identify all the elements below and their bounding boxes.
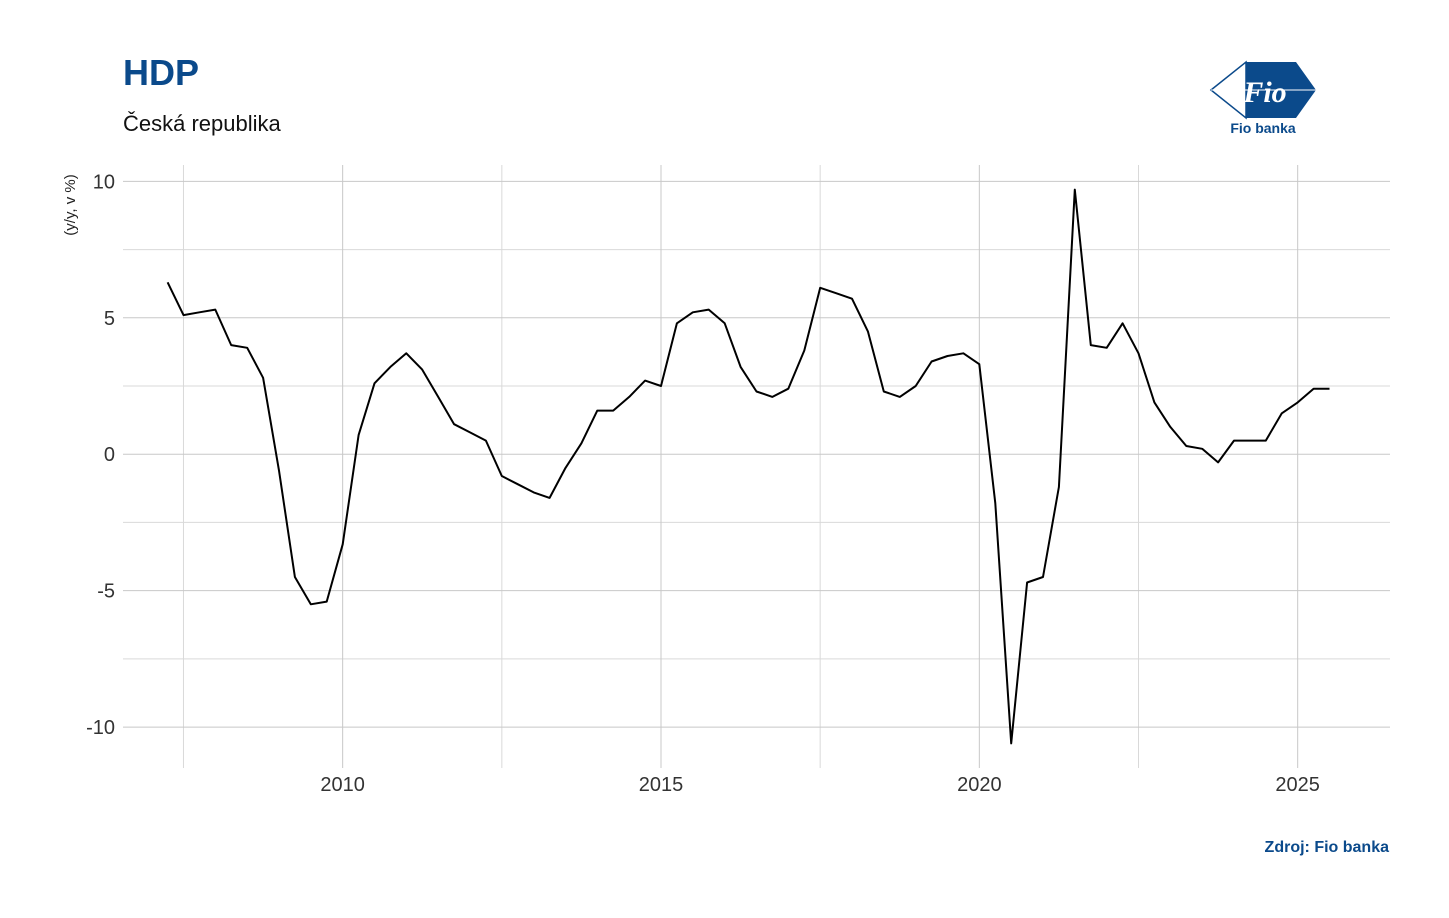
- y-tick-label: -5: [97, 581, 115, 603]
- series-line-hdp: [166, 188, 1330, 745]
- chart-title: HDP: [123, 52, 200, 93]
- y-tick-label: 0: [104, 444, 115, 466]
- y-axis-label: (y/y, v %): [62, 174, 79, 235]
- y-tick-label: 5: [104, 308, 115, 330]
- x-tick-label: 2020: [957, 774, 1002, 796]
- y-axis-ticks: -10 -5 0 5 10: [86, 171, 115, 739]
- logo-caption: Fio banka: [1230, 120, 1296, 136]
- x-tick-label: 2015: [639, 774, 684, 796]
- x-axis-ticks: 2010 2015 2020 2025: [320, 774, 1320, 796]
- grid-minor: [123, 165, 1390, 768]
- y-tick-label: -10: [86, 717, 115, 739]
- x-tick-label: 2025: [1275, 774, 1320, 796]
- y-tick-label: 10: [93, 171, 115, 193]
- grid-major: [123, 165, 1390, 768]
- logo-mark-text: Fio: [1242, 76, 1286, 109]
- chart-subtitle: Česká republika: [123, 111, 281, 136]
- fio-flag-logo-icon: Fio: [1209, 60, 1316, 120]
- source-note: Zdroj: Fio banka: [1264, 839, 1389, 856]
- x-tick-label: 2010: [320, 774, 365, 796]
